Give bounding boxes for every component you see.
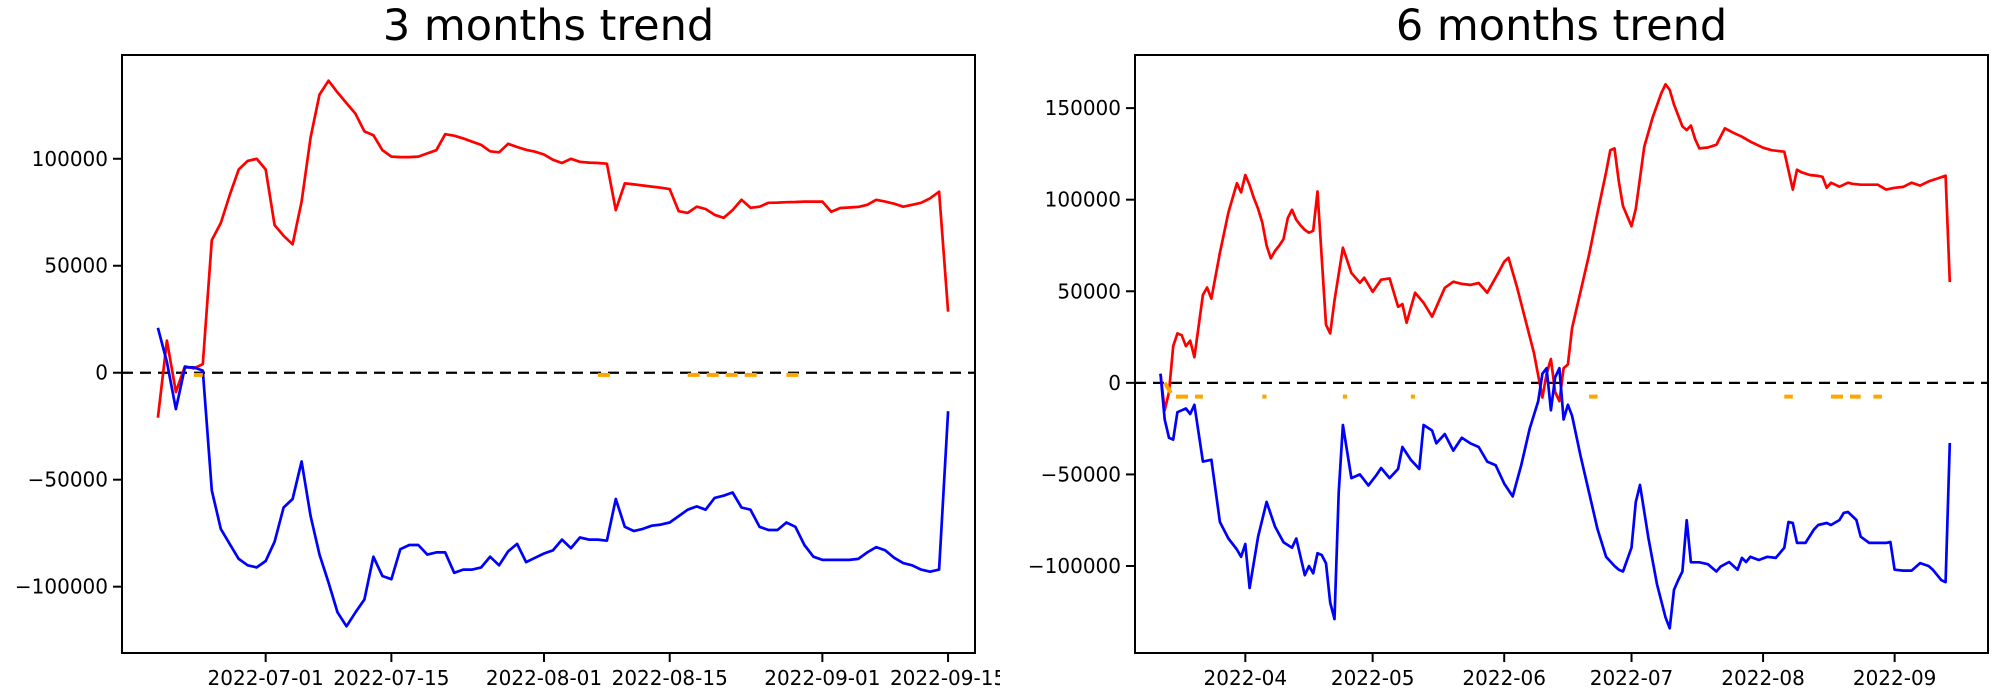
y-tick-label: −50000 xyxy=(1041,462,1121,486)
y-tick-label: 0 xyxy=(1108,371,1121,395)
y-tick-label: 100000 xyxy=(1045,188,1121,212)
y-tick-label: −100000 xyxy=(1028,554,1121,578)
y-tick-label: −50000 xyxy=(28,468,108,492)
series-negative-trend xyxy=(156,327,950,628)
plot-6-months: 2022-04 2022-05 2022-06 2022-07 2022-08 2022-… xyxy=(1028,54,1989,690)
plot-3-months: 2022-07-01 2022-07-15 2022-08-01 2022-08-15… xyxy=(15,54,1000,690)
x-tick-label: 2022-09-01 xyxy=(764,666,880,690)
y-tick-label: 100000 xyxy=(32,147,108,171)
plot-frame xyxy=(121,54,976,654)
x-tick-label: 2022-07-01 xyxy=(208,666,324,690)
series-negative-trend xyxy=(1159,366,1952,630)
series-neutral-signal-seg-0 xyxy=(1162,381,1203,399)
series-positive-trend xyxy=(1159,82,1952,412)
x-tick-label: 2022-09-15 xyxy=(890,666,1000,690)
chart-6-months-trend: 6 months trend 2022-04 2022-05 2022-06 2022… xyxy=(1000,0,2000,700)
x-tick-label: 2022-05 xyxy=(1331,666,1415,690)
series-positive-trend xyxy=(156,79,950,418)
x-tick-label: 2022-04 xyxy=(1204,666,1288,690)
x-tick-label: 2022-07 xyxy=(1590,666,1674,690)
chart-title-6-months: 6 months trend xyxy=(1395,1,1728,51)
x-tick-label: 2022-08 xyxy=(1721,666,1805,690)
x-tick-label: 2022-07-15 xyxy=(333,666,449,690)
y-tick-label: 0 xyxy=(95,361,108,385)
y-tick-label: 150000 xyxy=(1045,96,1121,120)
chart-title-3-months: 3 months trend xyxy=(382,1,715,51)
x-tick-label: 2022-09 xyxy=(1853,666,1937,690)
chart-3-months-trend: 3 months trend 2022-07-01 2022-07-15 2022-… xyxy=(15,1,1000,691)
x-tick-label: 2022-06 xyxy=(1462,666,1546,690)
plot-frame xyxy=(1134,54,1989,654)
y-tick-label: −100000 xyxy=(15,575,108,599)
x-tick-label: 2022-08-01 xyxy=(486,666,602,690)
x-tick-label: 2022-08-15 xyxy=(612,666,728,690)
y-tick-label: 50000 xyxy=(44,254,108,278)
y-tick-label: 50000 xyxy=(1057,279,1121,303)
